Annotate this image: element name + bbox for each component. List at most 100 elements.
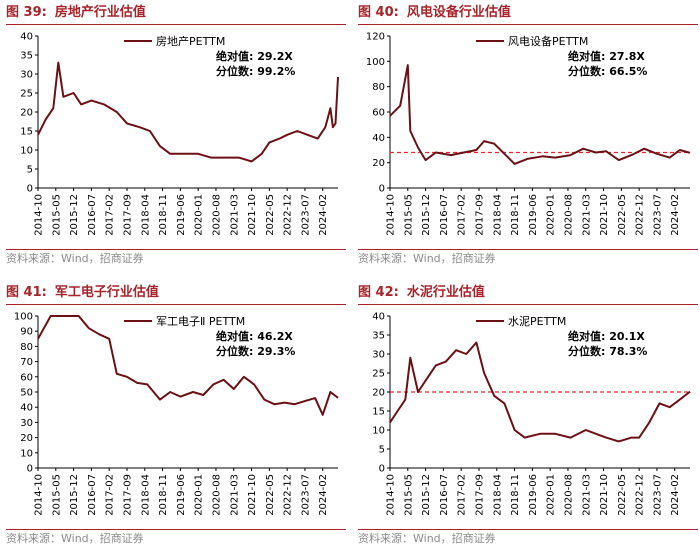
chart-panel-cement: 图 42: 水泥行业估值 0 5 10 15 20 25 30 35 40 2014-10 2015-… — [358, 282, 698, 552]
x-tick-label: 2018-11 — [158, 474, 169, 516]
line-chart: 0 20 40 60 80 100 120 2014-10 2015-05 2015-12 2016… — [366, 32, 691, 236]
x-tick-label: 2015-12 — [69, 194, 80, 236]
x-tick-label: 2016-07 — [87, 194, 98, 236]
x-tick-label: 2023-07 — [300, 194, 311, 236]
x-tick-label: 2021-10 — [247, 194, 258, 236]
y-tick-label: 90 — [20, 327, 33, 338]
x-tick-label: 2020-08 — [563, 474, 574, 516]
y-tick-label: 5 — [379, 445, 385, 456]
y-tick-label: 15 — [372, 407, 385, 418]
x-tick-label: 2019-06 — [528, 194, 539, 236]
figure-title: 水泥行业估值 — [406, 285, 485, 300]
y-tick-label: 30 — [20, 418, 33, 429]
figure-title: 军工电子行业估值 — [54, 285, 159, 300]
x-tick-label: 2021-10 — [247, 474, 258, 516]
y-tick-label: 40 — [20, 403, 33, 414]
x-tick-label: 2024-02 — [670, 194, 681, 236]
line-chart: 0 5 10 15 20 25 30 35 40 2014-10 2015-05 2015-12 201… — [372, 312, 691, 516]
figure-number: 图 40: — [358, 5, 399, 20]
x-tick-label: 2022-12 — [635, 474, 646, 516]
x-tick-label: 2022-05 — [617, 194, 628, 236]
y-tick-label: 60 — [372, 108, 385, 119]
x-tick-label: 2018-11 — [510, 474, 521, 516]
x-tick-label: 2018-11 — [158, 194, 169, 236]
x-tick-label: 2017-09 — [474, 194, 485, 236]
chart-panel-real-estate: 图 39: 房地产行业估值 0 5 10 15 20 25 30 35 40 2014-10 2015… — [6, 2, 346, 272]
y-tick-label: 20 — [372, 388, 385, 399]
chart-title: 图 40: 风电设备行业估值 — [358, 2, 698, 25]
annotation-absolute-value: 绝对值: 46.2X — [216, 329, 293, 343]
annotation-absolute-value: 绝对值: 20.1X — [568, 329, 645, 343]
x-tick-label: 2020-01 — [194, 474, 205, 516]
chart-title: 图 41: 军工电子行业估值 — [6, 282, 346, 305]
y-tick-label: 0 — [27, 464, 33, 475]
chart-title: 图 42: 水泥行业估值 — [358, 282, 698, 305]
x-tick-label: 2016-07 — [439, 194, 450, 236]
x-tick-label: 2020-08 — [563, 194, 574, 236]
x-tick-label: 2017-09 — [122, 194, 133, 236]
x-tick-label: 2020-08 — [211, 194, 222, 236]
annotation-absolute-value: 绝对值: 27.8X — [568, 49, 645, 63]
x-tick-label: 2016-07 — [439, 474, 450, 516]
annotation-percentile: 分位数: 66.5% — [568, 64, 647, 78]
y-tick-label: 5 — [27, 165, 33, 176]
x-tick-label: 2024-02 — [318, 194, 329, 236]
x-tick-label: 2017-02 — [105, 474, 116, 516]
annotation-absolute-value: 绝对值: 29.2X — [216, 49, 293, 63]
y-tick-label: 10 — [372, 426, 385, 437]
y-tick-label: 0 — [379, 464, 385, 475]
y-tick-label: 80 — [20, 342, 33, 353]
x-tick-label: 2015-05 — [403, 474, 414, 516]
x-tick-label: 2018-04 — [492, 474, 503, 516]
x-tick-label: 2015-05 — [51, 194, 62, 236]
x-tick-label: 2022-05 — [265, 194, 276, 236]
x-tick-label: 2020-01 — [546, 194, 557, 236]
x-tick-label: 2014-10 — [34, 474, 45, 516]
series-line — [37, 315, 339, 416]
x-tick-label: 2014-10 — [386, 194, 397, 236]
x-tick-label: 2022-12 — [283, 194, 294, 236]
source-note: 资料来源：Wind，招商证券 — [6, 249, 346, 268]
y-tick-label: 0 — [379, 184, 385, 195]
x-tick-label: 2017-02 — [105, 194, 116, 236]
x-tick-label: 2015-05 — [403, 194, 414, 236]
y-tick-label: 30 — [372, 350, 385, 361]
x-tick-label: 2021-10 — [599, 194, 610, 236]
source-note: 资料来源：Wind，招商证券 — [358, 249, 698, 268]
legend-label: 水泥PETTM — [508, 315, 566, 328]
legend-label: 风电设备PETTM — [508, 34, 588, 48]
y-tick-label: 20 — [372, 158, 385, 169]
y-tick-label: 35 — [372, 331, 385, 342]
annotation-percentile: 分位数: 78.3% — [568, 344, 647, 358]
x-tick-label: 2015-12 — [421, 474, 432, 516]
y-tick-label: 100 — [366, 57, 385, 68]
y-tick-label: 20 — [20, 433, 33, 444]
x-tick-label: 2019-06 — [528, 474, 539, 516]
line-chart: 0 5 10 15 20 25 30 35 40 2014-10 2015-05 2015-12 201… — [20, 32, 339, 236]
y-tick-label: 0 — [27, 184, 33, 195]
x-tick-label: 2018-04 — [140, 474, 151, 516]
source-note: 资料来源：Wind，招商证券 — [6, 529, 346, 548]
x-tick-label: 2019-06 — [176, 194, 187, 236]
x-tick-label: 2016-07 — [87, 474, 98, 516]
x-tick-label: 2021-10 — [599, 474, 610, 516]
y-tick-label: 35 — [20, 51, 33, 62]
x-tick-label: 2024-02 — [670, 474, 681, 516]
figure-number: 图 42: — [358, 285, 399, 300]
x-tick-label: 2018-11 — [510, 194, 521, 236]
x-tick-label: 2017-02 — [457, 194, 468, 236]
y-tick-label: 120 — [366, 32, 385, 43]
y-tick-label: 40 — [372, 312, 385, 323]
y-tick-label: 30 — [20, 70, 33, 81]
series-line — [389, 341, 691, 443]
x-tick-label: 2020-01 — [546, 474, 557, 516]
series-line — [389, 64, 691, 165]
series-line — [37, 61, 339, 163]
y-tick-label: 80 — [372, 82, 385, 93]
x-tick-label: 2022-05 — [617, 474, 628, 516]
x-tick-label: 2017-09 — [474, 474, 485, 516]
x-tick-label: 2023-07 — [300, 474, 311, 516]
legend-label: 军工电子Ⅱ PETTM — [156, 315, 245, 328]
x-tick-label: 2014-10 — [386, 474, 397, 516]
x-tick-label: 2015-12 — [69, 474, 80, 516]
